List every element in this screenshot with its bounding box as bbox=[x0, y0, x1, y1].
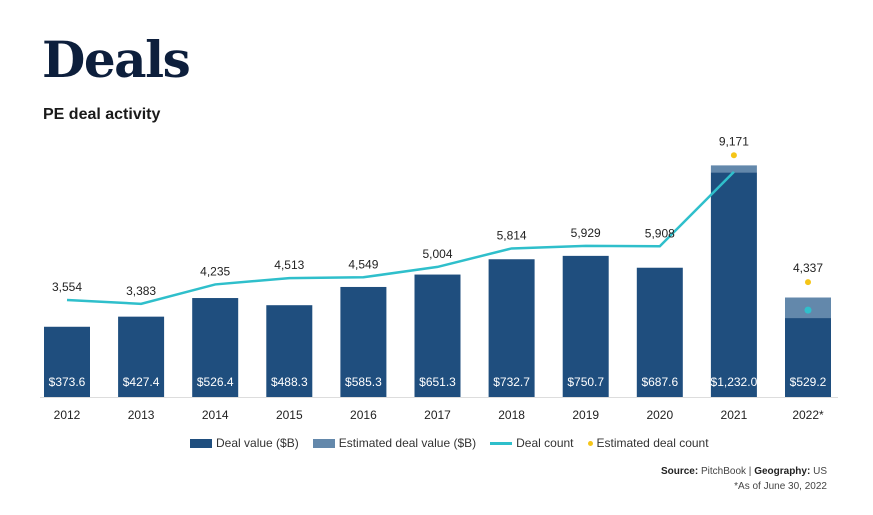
legend-item-deal-value: Deal value ($B) bbox=[190, 436, 299, 450]
bar-deal-value bbox=[118, 316, 165, 397]
count-label: 4,513 bbox=[274, 258, 304, 272]
legend-label: Deal value ($B) bbox=[216, 436, 299, 450]
bar-deal-value bbox=[636, 267, 683, 397]
bar-value-label: $585.3 bbox=[345, 375, 382, 389]
x-tick-label: 2013 bbox=[128, 408, 155, 422]
source-label: Source: bbox=[660, 466, 699, 477]
x-tick-label: 2019 bbox=[572, 408, 599, 422]
x-tick-label: 2022* bbox=[792, 408, 824, 422]
count-label: 3,383 bbox=[126, 284, 156, 298]
source-value: PitchBook bbox=[700, 466, 747, 477]
bar-estimated-value bbox=[710, 165, 757, 173]
bar-value-label: $750.7 bbox=[567, 375, 604, 389]
count-label: 4,549 bbox=[348, 257, 378, 271]
source-note: Source: PitchBook | Geography: US *As of… bbox=[661, 464, 827, 494]
deal-count-line bbox=[66, 171, 735, 306]
estimated-count-point bbox=[730, 152, 737, 159]
count-label: 9,171 bbox=[719, 134, 749, 148]
bar-value-label: $427.4 bbox=[123, 375, 160, 389]
bar-value-label: $732.7 bbox=[493, 375, 530, 389]
bar-deal-value bbox=[44, 326, 90, 397]
legend-swatch bbox=[312, 438, 335, 448]
legend-label: Estimated deal count bbox=[596, 436, 709, 450]
legend-label: Estimated deal value ($B) bbox=[338, 436, 477, 450]
legend-item-estimated-value: Estimated deal value ($B) bbox=[312, 436, 477, 450]
count-label: 4,337 bbox=[793, 261, 823, 275]
bar-deal-value bbox=[710, 172, 757, 397]
count-label: 3,554 bbox=[52, 280, 82, 294]
x-tick-label: 2014 bbox=[202, 408, 229, 422]
bar-deal-value bbox=[414, 274, 461, 397]
geography-value: US bbox=[813, 466, 827, 477]
chart: $373.6 2012 $427.4 2013 $526.4 2014 $488.3 2015… bbox=[40, 134, 838, 422]
page-title: Deals bbox=[42, 30, 191, 89]
bar-deal-value bbox=[340, 286, 387, 397]
x-tick-label: 2012 bbox=[54, 408, 81, 422]
count-label: 5,004 bbox=[422, 247, 452, 261]
bar-value-label: $529.2 bbox=[790, 375, 827, 389]
count-label: 5,814 bbox=[497, 228, 527, 242]
bar-value-label: $1,232.0 bbox=[711, 375, 758, 389]
chart-subtitle: PE deal activity bbox=[43, 106, 161, 123]
bar-value-label: $526.4 bbox=[197, 375, 234, 389]
bar-deal-value bbox=[266, 305, 313, 397]
bar-deal-value bbox=[562, 255, 609, 397]
bar-value-label: $687.6 bbox=[641, 375, 678, 389]
count-label: 5,908 bbox=[645, 226, 675, 240]
legend-label: Deal count bbox=[516, 436, 574, 450]
x-tick-label: 2021 bbox=[721, 408, 748, 422]
legend-swatch bbox=[190, 438, 212, 448]
bar-deal-value bbox=[785, 318, 831, 397]
bar-deal-value bbox=[488, 259, 535, 397]
footnote: *As of June 30, 2022 bbox=[734, 481, 827, 492]
x-tick-label: 2016 bbox=[350, 408, 377, 422]
x-tick-label: 2020 bbox=[646, 408, 673, 422]
legend-item-estimated-count: Estimated deal count bbox=[587, 436, 709, 450]
count-label: 5,929 bbox=[571, 226, 601, 240]
legend: Deal value ($B) Estimated deal value ($B… bbox=[190, 436, 723, 450]
legend-item-deal-count: Deal count bbox=[490, 436, 574, 450]
deal-count-point bbox=[804, 306, 812, 314]
bar-deal-value bbox=[192, 298, 239, 397]
bar-value-label: $373.6 bbox=[49, 375, 86, 389]
geography-label: Geography: bbox=[754, 466, 811, 477]
bar-value-label: $488.3 bbox=[271, 375, 308, 389]
estimated-count-point bbox=[805, 279, 811, 286]
count-label: 4,235 bbox=[200, 264, 230, 278]
legend-swatch bbox=[587, 440, 593, 446]
separator: | bbox=[748, 466, 752, 477]
x-tick-label: 2015 bbox=[276, 408, 303, 422]
x-tick-label: 2018 bbox=[498, 408, 525, 422]
bar-value-label: $651.3 bbox=[419, 375, 456, 389]
x-tick-label: 2017 bbox=[424, 408, 451, 422]
legend-swatch bbox=[490, 441, 513, 445]
